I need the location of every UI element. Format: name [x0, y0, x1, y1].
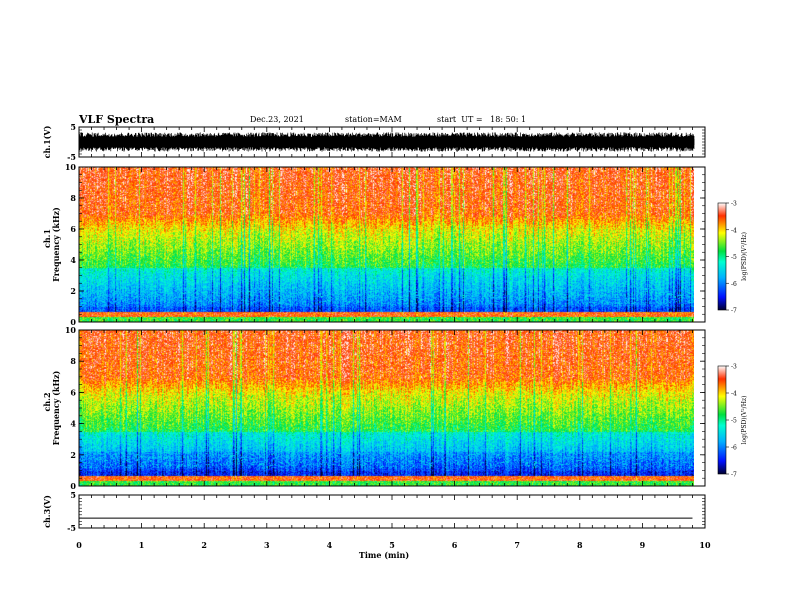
x-tick-label: 0 — [76, 540, 82, 550]
x-tick-label: 2 — [201, 540, 207, 550]
x-tick-label: 3 — [264, 540, 270, 550]
y-tick-label: 4 — [70, 419, 76, 429]
y-tick-label: 0 — [70, 317, 76, 327]
date-label: Dec.23, 2021 — [250, 115, 304, 124]
colorbar-tick-label: -6 — [731, 281, 737, 288]
start-time-label: start UT = 18: 50: 1 — [437, 115, 527, 124]
x-tick-label: 9 — [640, 540, 646, 550]
colorbar-tick-label: -7 — [731, 308, 737, 315]
colorbar-tick-label: -4 — [731, 227, 737, 234]
y-tick-label: 6 — [70, 387, 76, 397]
y-tick-label: 5 — [70, 490, 76, 500]
ch1-spectrogram-image — [79, 167, 694, 322]
ch2-colorbar-label: log(PSD)(V²/Hz) — [741, 396, 748, 445]
y-tick-label: 5 — [70, 122, 76, 132]
x-tick-label: 8 — [577, 540, 583, 550]
colorbar-tick-label: -3 — [731, 364, 737, 371]
ch1-waveform-ylabel: ch.1(V) — [42, 125, 52, 158]
y-tick-label: 10 — [65, 162, 77, 172]
chart-title: VLF Spectra — [79, 113, 155, 126]
ch1-spectrogram-ylabel2: Frequency (kHz) — [51, 207, 61, 282]
ch1-waveform-core — [79, 139, 695, 145]
x-tick-label: 1 — [139, 540, 145, 550]
colorbar-tick-label: -7 — [731, 472, 737, 479]
station-label: station=MAM — [345, 115, 402, 124]
colorbar-tick-label: -5 — [731, 418, 737, 425]
y-tick-label: 2 — [70, 286, 76, 296]
x-tick-label: 5 — [389, 540, 395, 550]
colorbar-tick-label: -4 — [731, 391, 737, 398]
y-tick-label: 8 — [70, 356, 76, 366]
x-tick-label: 7 — [514, 540, 520, 550]
y-tick-label: 0 — [70, 481, 76, 491]
colorbar-tick-label: -3 — [731, 201, 737, 208]
colorbar-tick-label: -6 — [731, 445, 737, 452]
ch2-spectrogram-image — [79, 330, 694, 486]
x-tick-label: 6 — [452, 540, 458, 550]
y-tick-label: -5 — [67, 152, 76, 162]
y-tick-label: 4 — [70, 255, 76, 265]
ch1-spectrogram-ylabel: ch.1 — [42, 229, 52, 248]
colorbar-tick-label: -5 — [731, 254, 737, 261]
ch1-colorbar-label: log(PSD)(V²/Hz) — [741, 232, 748, 281]
ch2-spectrogram-ylabel: ch.2 — [42, 392, 52, 411]
ch2-spectrogram-ylabel2: Frequency (kHz) — [51, 370, 61, 445]
x-axis-label: Time (min) — [359, 550, 409, 560]
ch2-colorbar — [717, 365, 727, 475]
y-tick-label: 8 — [70, 193, 76, 203]
x-tick-label: 10 — [699, 540, 711, 550]
ch3-waveform-ylabel: ch.3(V) — [42, 495, 52, 528]
y-tick-label: 6 — [70, 224, 76, 234]
x-tick-label: 4 — [327, 540, 333, 550]
y-tick-label: 2 — [70, 450, 76, 460]
ch1-colorbar — [717, 202, 727, 311]
y-tick-label: 10 — [65, 325, 77, 335]
y-tick-label: -5 — [67, 523, 76, 533]
